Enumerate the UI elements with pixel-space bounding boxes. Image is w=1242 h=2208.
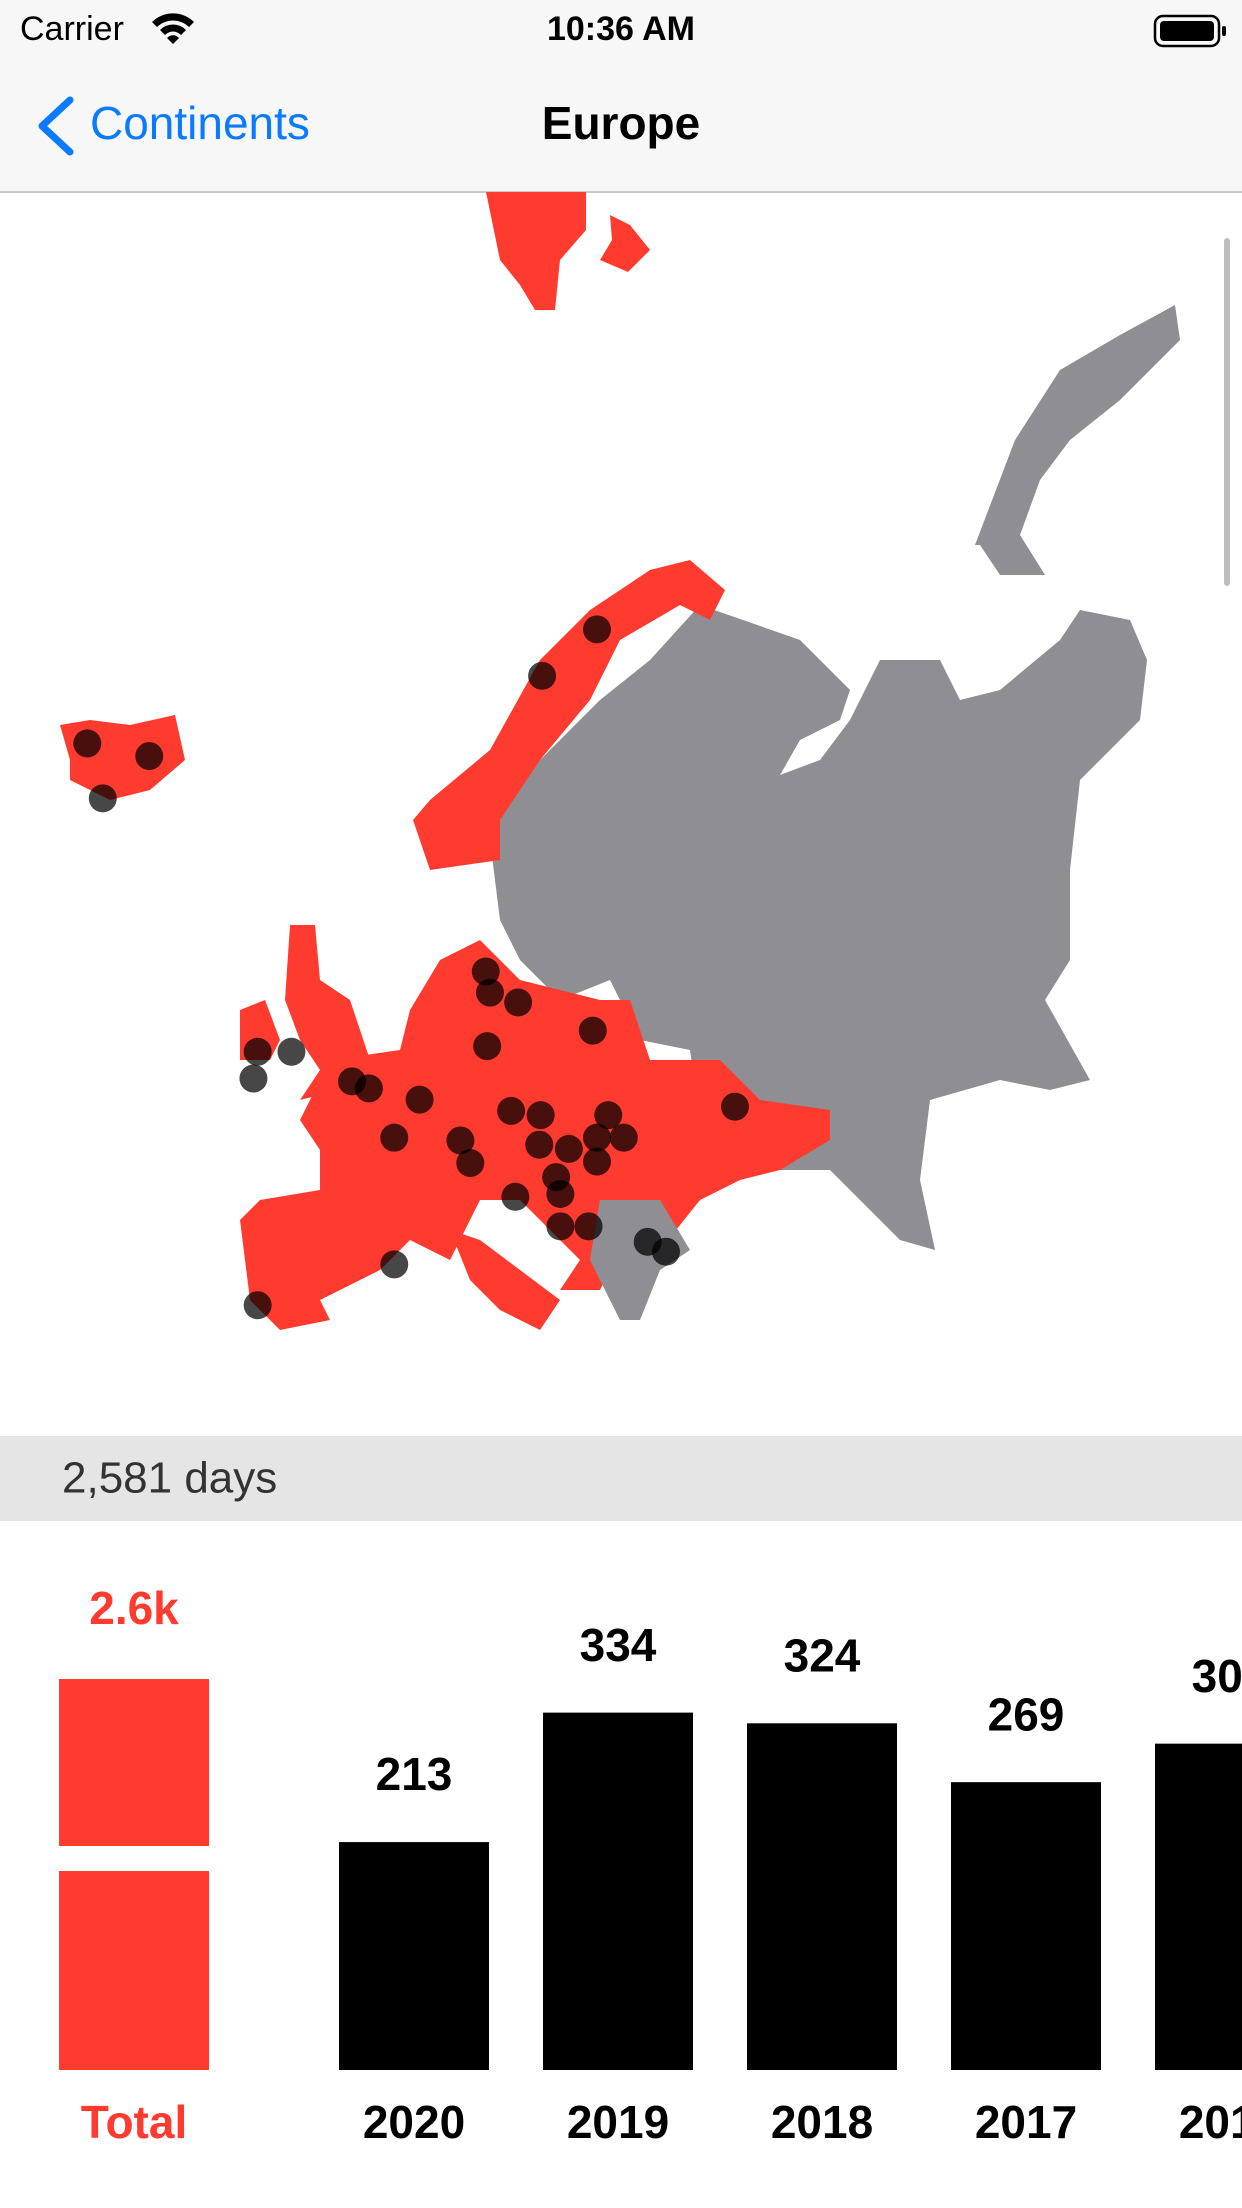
greenland bbox=[486, 192, 586, 310]
nav-title: Europe bbox=[542, 97, 700, 149]
place-dot bbox=[554, 1134, 583, 1163]
carrier: Carrier bbox=[20, 10, 124, 48]
bar bbox=[951, 1782, 1101, 2070]
iceland bbox=[60, 715, 185, 800]
bar-value-label: 324 bbox=[784, 1629, 861, 1681]
place-dot bbox=[578, 1016, 607, 1045]
place-dot bbox=[651, 1237, 680, 1266]
place-dot bbox=[582, 1123, 611, 1152]
bar bbox=[1155, 1743, 1242, 2070]
bar-value-label: 305 bbox=[1192, 1650, 1242, 1702]
place-dot bbox=[135, 742, 164, 771]
back-chevron[interactable] bbox=[38, 96, 74, 156]
nav-bar bbox=[0, 0, 1242, 192]
place-dot bbox=[475, 978, 504, 1007]
place-dot bbox=[526, 1101, 555, 1130]
clock: 10:36 AM bbox=[547, 10, 695, 48]
visited-places bbox=[73, 615, 749, 1320]
total-bar bbox=[59, 1679, 209, 1846]
place-dot bbox=[243, 1291, 272, 1320]
bar-value-label: 334 bbox=[580, 1619, 657, 1671]
place-dot bbox=[473, 1032, 502, 1061]
total-bar bbox=[59, 1871, 209, 2070]
summary-band bbox=[0, 1436, 1242, 1521]
place-dot bbox=[609, 1123, 638, 1152]
svalbard bbox=[600, 215, 650, 272]
place-dot bbox=[456, 1149, 485, 1178]
great-britain bbox=[285, 925, 370, 1100]
place-dot bbox=[446, 1126, 475, 1155]
place-dot bbox=[546, 1179, 575, 1208]
place-dot bbox=[582, 615, 611, 644]
bar bbox=[747, 1723, 897, 2070]
place-dot bbox=[380, 1123, 409, 1152]
place-dot bbox=[239, 1064, 268, 1093]
norway bbox=[413, 560, 725, 870]
back-button[interactable]: Continents bbox=[38, 96, 310, 156]
back-label[interactable]: Continents bbox=[90, 97, 310, 149]
bar-chart: 2.6k Total 213 2020 334 2019 324 2018 269 2017 305… bbox=[59, 1582, 1242, 2148]
bar-category-label: 2018 bbox=[771, 2096, 873, 2148]
wifi-icon bbox=[152, 13, 194, 44]
total-label: Total bbox=[81, 2096, 187, 2148]
place-dot bbox=[720, 1092, 749, 1121]
place-dot bbox=[525, 1130, 554, 1159]
place-dot bbox=[501, 1182, 530, 1211]
bar-category-label: 2020 bbox=[363, 2096, 465, 2148]
place-dot bbox=[574, 1212, 603, 1241]
greece bbox=[590, 1200, 690, 1320]
place-dot bbox=[582, 1147, 611, 1176]
place-dot bbox=[504, 988, 533, 1017]
bar bbox=[543, 1712, 693, 2070]
place-dot bbox=[528, 661, 557, 690]
place-dot bbox=[277, 1037, 306, 1066]
battery-icon bbox=[1153, 14, 1226, 48]
summary: 2,581 days bbox=[62, 1454, 277, 1503]
place-dot bbox=[471, 957, 500, 986]
bar-category-label: 2019 bbox=[567, 2096, 669, 2148]
bar-value-label: 213 bbox=[376, 1748, 453, 1800]
place-dot bbox=[243, 1037, 272, 1066]
place-dot bbox=[354, 1074, 383, 1103]
place-dot bbox=[546, 1212, 575, 1241]
bar-value-label: 269 bbox=[988, 1688, 1065, 1740]
russia-scandinavia bbox=[490, 605, 1147, 1250]
place-dot bbox=[594, 1101, 623, 1130]
scrollbar bbox=[1224, 238, 1230, 586]
total-value-label: 2.6k bbox=[89, 1582, 179, 1634]
bar-category-label: 2016 bbox=[1179, 2096, 1242, 2148]
novaya-zemlya bbox=[975, 305, 1180, 575]
italy bbox=[450, 1230, 560, 1330]
place-dot bbox=[73, 729, 102, 758]
place-dot bbox=[497, 1096, 526, 1125]
place-dot bbox=[88, 784, 117, 813]
bar-category-label: 2017 bbox=[975, 2096, 1077, 2148]
map bbox=[60, 192, 1180, 1330]
place-dot bbox=[405, 1085, 434, 1114]
place-dot bbox=[380, 1250, 409, 1279]
bar bbox=[339, 1842, 489, 2070]
